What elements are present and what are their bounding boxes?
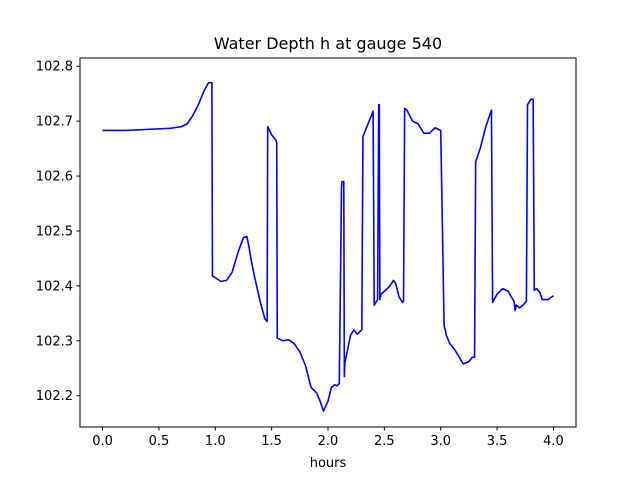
y-tick-label: 102.8 — [36, 60, 73, 75]
x-tick-label: 1.0 — [205, 434, 226, 449]
x-tick-label: 1.5 — [261, 434, 282, 449]
y-tick-label: 102.2 — [36, 389, 73, 404]
series-line-0 — [102, 81, 554, 412]
x-tick-label: 0.5 — [149, 434, 170, 449]
plot-area-frame — [79, 57, 577, 428]
x-tick-label: 2.0 — [318, 434, 339, 449]
x-tick-label: 0.0 — [92, 434, 113, 449]
x-tick-label: 3.0 — [430, 434, 451, 449]
x-tick-label: 3.5 — [487, 434, 508, 449]
y-tick-label: 102.5 — [36, 224, 73, 239]
y-axis-ticks: 102.2 102.3 102.4 102.5 102.6 102.7 102.8 — [36, 60, 80, 404]
x-axis-ticks: 0.0 0.5 1.0 1.5 2.0 2.5 3.0 3.5 4.0 — [92, 427, 564, 449]
x-tick-label: 2.5 — [374, 434, 395, 449]
x-tick-label: 4.0 — [543, 434, 564, 449]
y-tick-label: 102.6 — [36, 170, 73, 185]
y-tick-label: 102.7 — [36, 115, 73, 130]
y-tick-label: 102.3 — [36, 334, 73, 349]
x-axis-label: hours — [310, 456, 347, 471]
series-layer — [102, 81, 554, 412]
y-tick-label: 102.4 — [36, 279, 73, 294]
chart-title: Water Depth h at gauge 540 — [214, 34, 442, 53]
